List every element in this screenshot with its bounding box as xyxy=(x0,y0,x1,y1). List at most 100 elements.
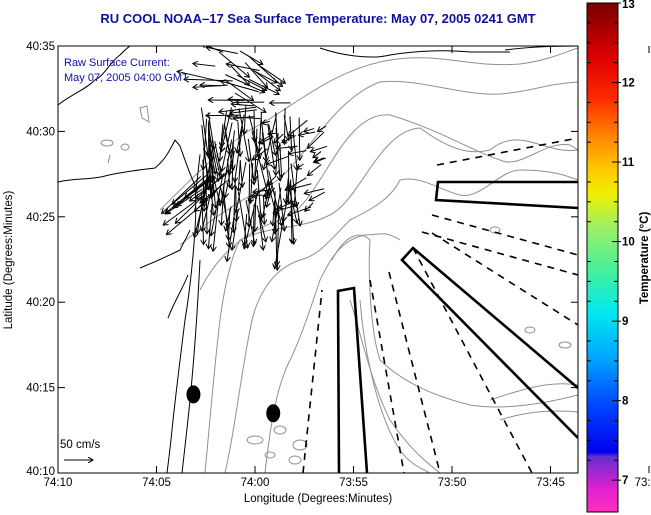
current-vector xyxy=(279,200,295,208)
y-tick-label: 40:30 xyxy=(26,126,55,138)
current-vector xyxy=(313,151,322,158)
surface-current-vectors xyxy=(162,46,328,270)
current-vector xyxy=(193,63,216,66)
current-vector xyxy=(230,65,250,86)
current-vector xyxy=(255,128,257,180)
x-axis-title: Longitude (Degrees:Minutes) xyxy=(244,493,392,505)
plot-area xyxy=(58,46,578,473)
current-vector xyxy=(201,125,209,190)
x-tick-label: 74:10 xyxy=(44,477,73,489)
current-vector xyxy=(284,108,285,144)
current-vector xyxy=(265,187,276,199)
sampling-boxes xyxy=(336,180,578,473)
current-vector xyxy=(175,195,204,223)
colorbar-tick-label: 9 xyxy=(622,316,628,328)
current-vector xyxy=(226,206,232,230)
current-vector xyxy=(219,106,257,112)
current-vector xyxy=(252,69,277,83)
current-vector xyxy=(257,64,285,84)
colorbar-tick-label: 11 xyxy=(622,157,635,169)
current-vector xyxy=(201,46,224,53)
current-vector xyxy=(193,85,228,87)
current-vector xyxy=(203,118,208,170)
current-vector xyxy=(268,133,278,134)
current-vector xyxy=(226,64,260,72)
current-vector xyxy=(244,62,267,88)
current-vector xyxy=(162,176,202,213)
current-vector xyxy=(274,204,298,212)
current-vector xyxy=(268,170,282,225)
current-vector xyxy=(255,194,256,232)
current-vector xyxy=(244,213,246,245)
current-vector xyxy=(165,188,203,214)
colorbar-tick-label: 7 xyxy=(622,475,628,487)
colorbar xyxy=(586,2,619,513)
current-vector xyxy=(307,131,325,148)
y-axis: 40:10 40:15 40:20 40:25 40:30 40:35 xyxy=(26,41,578,478)
x-tick-label: 73:40 xyxy=(635,477,651,489)
current-vector xyxy=(288,119,308,136)
current-vector xyxy=(256,205,266,242)
current-vector xyxy=(251,131,268,193)
current-vector xyxy=(208,143,215,174)
current-vector xyxy=(304,188,325,194)
current-vector xyxy=(253,190,268,192)
current-vector xyxy=(299,132,316,135)
current-vector xyxy=(206,47,238,55)
current-vector xyxy=(282,135,296,143)
y-tick-label: 40:25 xyxy=(26,212,55,224)
current-vector xyxy=(276,146,298,148)
current-vector xyxy=(219,184,229,227)
current-vector xyxy=(177,71,223,83)
current-vector xyxy=(163,196,203,226)
current-vector xyxy=(200,85,221,86)
current-vector xyxy=(288,151,307,154)
current-vector xyxy=(244,105,246,134)
current-vector xyxy=(239,50,263,64)
x-tick-label: 73:55 xyxy=(339,477,368,489)
current-vector xyxy=(274,133,284,143)
current-vector xyxy=(252,148,268,160)
current-vector xyxy=(194,174,211,238)
current-vector xyxy=(252,195,263,196)
current-vector xyxy=(254,70,280,90)
colorbar-tick-label: 8 xyxy=(622,396,629,408)
y-axis-title: Latitude (Degrees:Minutes) xyxy=(3,190,15,329)
current-vector xyxy=(305,202,314,211)
current-vector xyxy=(248,55,282,87)
current-vector xyxy=(213,191,220,252)
buoy-2-marker xyxy=(266,404,281,423)
x-axis: 74:1074:0574:0073:5573:5073:4573:4073:35… xyxy=(44,46,651,489)
current-vector xyxy=(221,81,259,93)
y-tick-label: 40:35 xyxy=(26,41,55,53)
current-vector xyxy=(206,115,241,116)
colorbar-tick-label: 13 xyxy=(622,0,635,11)
current-vector xyxy=(262,121,271,123)
current-vector xyxy=(228,158,230,188)
current-vector xyxy=(266,155,289,164)
current-vector xyxy=(233,177,235,232)
current-vector xyxy=(272,187,282,242)
map-title: RU COOL NOAA–17 Sea Surface Temperature:… xyxy=(100,11,536,26)
scale-arrow-label: 50 cm/s xyxy=(60,439,101,451)
dashed-transect-lines xyxy=(302,137,578,473)
bathymetry-contours xyxy=(100,47,578,473)
current-vector xyxy=(275,127,280,181)
current-vector xyxy=(172,174,208,204)
colorbar-tick-label: 12 xyxy=(622,78,635,90)
current-legend-line2: May 07, 2005 04:00 GMT xyxy=(64,72,189,84)
current-vector xyxy=(291,183,312,189)
plot-frame xyxy=(57,45,579,474)
current-vector xyxy=(238,160,240,191)
current-vector xyxy=(267,175,277,186)
current-vector xyxy=(173,175,216,208)
y-tick-label: 40:15 xyxy=(26,383,55,395)
current-vector xyxy=(196,169,230,199)
current-vector xyxy=(184,79,233,81)
current-vector xyxy=(211,140,220,175)
current-vector xyxy=(221,184,224,225)
current-vector xyxy=(288,206,312,215)
current-vector xyxy=(285,177,307,190)
current-vector xyxy=(314,157,327,163)
